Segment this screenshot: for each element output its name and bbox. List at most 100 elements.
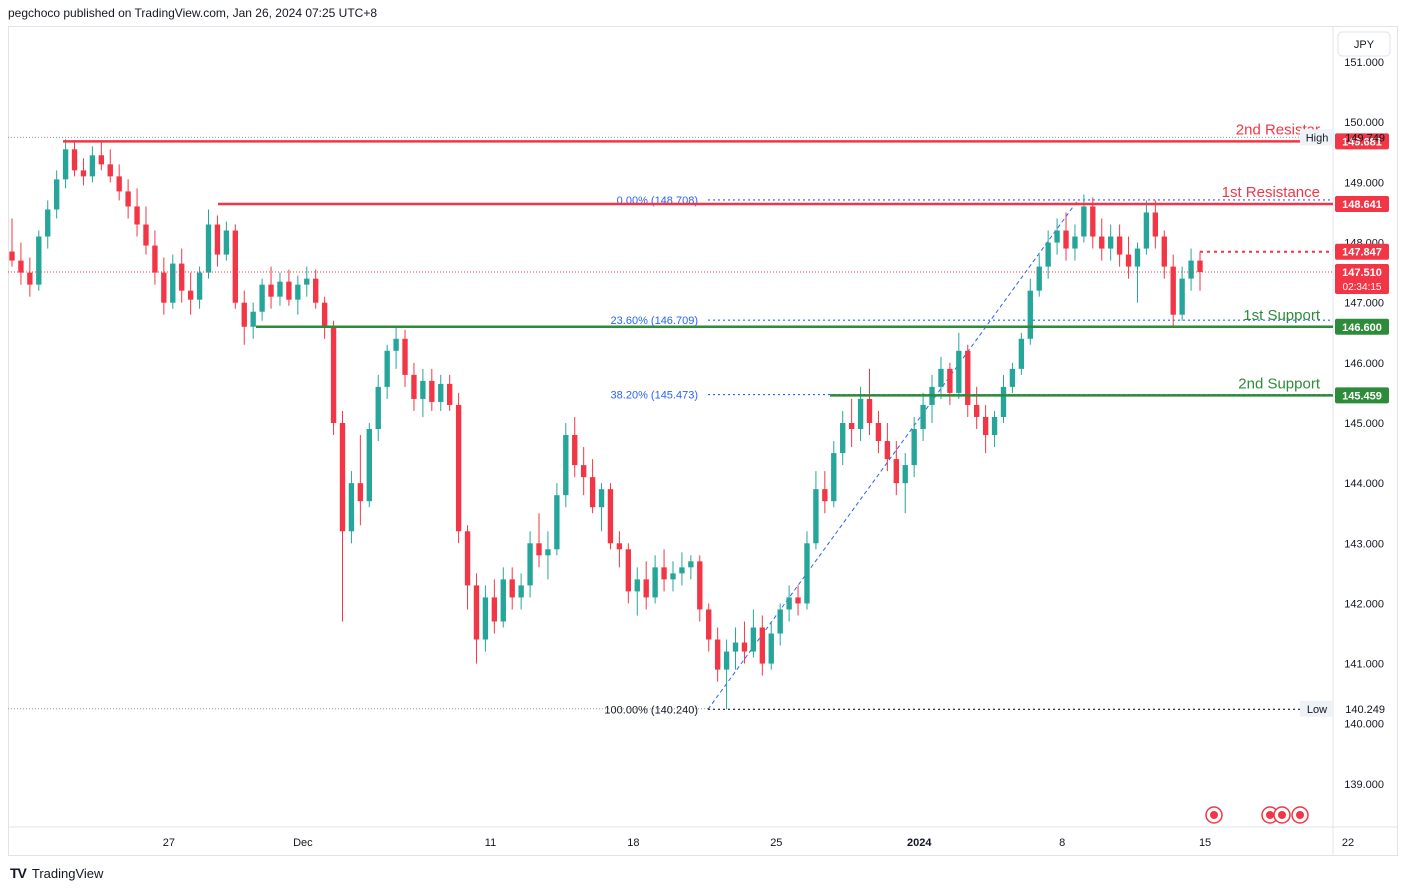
- candle-body[interactable]: [1018, 338, 1025, 369]
- candle-body[interactable]: [420, 380, 426, 399]
- candle-body[interactable]: [688, 561, 694, 568]
- candle-body[interactable]: [1134, 248, 1141, 267]
- candle-body[interactable]: [822, 489, 828, 502]
- candle-body[interactable]: [313, 278, 319, 303]
- candle-body[interactable]: [991, 416, 998, 436]
- candle-body[interactable]: [759, 627, 765, 664]
- tradingview-logo[interactable]: TV TradingView: [10, 864, 103, 882]
- candle-body[interactable]: [866, 398, 873, 423]
- candle-body[interactable]: [384, 350, 390, 387]
- candle-body[interactable]: [277, 281, 283, 297]
- candle-body[interactable]: [1036, 266, 1042, 291]
- candle-body[interactable]: [18, 260, 24, 273]
- candle-body[interactable]: [45, 209, 51, 237]
- candle-body[interactable]: [107, 164, 113, 177]
- candle-body[interactable]: [161, 272, 167, 303]
- candle-body[interactable]: [36, 236, 42, 285]
- candle-body[interactable]: [321, 302, 328, 327]
- candle-body[interactable]: [848, 422, 855, 430]
- candle-body[interactable]: [53, 179, 60, 210]
- candle-body[interactable]: [357, 483, 364, 502]
- candle-body[interactable]: [223, 230, 230, 255]
- candle-body[interactable]: [670, 573, 676, 580]
- candle-body[interactable]: [598, 489, 605, 508]
- candle-body[interactable]: [464, 531, 471, 586]
- candle-body[interactable]: [1045, 242, 1051, 267]
- candle-body[interactable]: [9, 251, 15, 261]
- candle-body[interactable]: [804, 543, 810, 604]
- candle-body[interactable]: [732, 642, 739, 652]
- candle-body[interactable]: [679, 567, 685, 574]
- candle-body[interactable]: [634, 579, 640, 592]
- candle-body[interactable]: [89, 155, 96, 177]
- candle-body[interactable]: [643, 579, 649, 598]
- candle-body[interactable]: [580, 465, 587, 478]
- candle-body[interactable]: [527, 543, 533, 586]
- candle-body[interactable]: [348, 483, 355, 532]
- candle-body[interactable]: [1090, 206, 1096, 237]
- candle-body[interactable]: [500, 579, 506, 622]
- candle-body[interactable]: [768, 633, 774, 664]
- candle-body[interactable]: [170, 263, 176, 303]
- candle-body[interactable]: [286, 281, 292, 300]
- candle-body[interactable]: [661, 567, 667, 580]
- candle-body[interactable]: [196, 272, 203, 300]
- candle-body[interactable]: [750, 627, 757, 652]
- candle-body[interactable]: [241, 302, 247, 327]
- candle-body[interactable]: [482, 597, 489, 640]
- candle-body[interactable]: [1081, 206, 1087, 237]
- candle-body[interactable]: [71, 149, 78, 171]
- candle-body[interactable]: [563, 435, 569, 496]
- candle-body[interactable]: [411, 374, 417, 399]
- candle-body[interactable]: [974, 404, 980, 417]
- candle-body[interactable]: [723, 651, 730, 670]
- candle-body[interactable]: [1161, 236, 1167, 267]
- candle-body[interactable]: [1152, 212, 1159, 237]
- candle-body[interactable]: [956, 350, 962, 393]
- candle-body[interactable]: [706, 609, 712, 640]
- candle-body[interactable]: [884, 441, 891, 460]
- candle-body[interactable]: [295, 284, 301, 300]
- candle-body[interactable]: [545, 549, 551, 556]
- candle-body[interactable]: [1000, 386, 1007, 417]
- candle-body[interactable]: [554, 495, 560, 550]
- candle-body[interactable]: [330, 326, 337, 423]
- candle-body[interactable]: [179, 263, 185, 291]
- candle-body[interactable]: [143, 224, 149, 246]
- candle-body[interactable]: [920, 404, 926, 430]
- candle-body[interactable]: [1107, 236, 1114, 249]
- candle-body[interactable]: [402, 338, 408, 375]
- candle-body[interactable]: [911, 429, 917, 466]
- candle-body[interactable]: [80, 170, 87, 177]
- candle-body[interactable]: [1072, 236, 1078, 249]
- candle-body[interactable]: [429, 380, 435, 402]
- candle-body[interactable]: [965, 350, 971, 405]
- candle-body[interactable]: [250, 311, 256, 327]
- candle-body[interactable]: [438, 383, 444, 402]
- candle-body[interactable]: [1027, 290, 1033, 339]
- candle-body[interactable]: [840, 422, 846, 454]
- candle-body[interactable]: [1099, 236, 1105, 249]
- candle-body[interactable]: [509, 579, 515, 598]
- candle-body[interactable]: [134, 206, 140, 225]
- candle-body[interactable]: [116, 176, 122, 192]
- candle-body[interactable]: [187, 290, 194, 300]
- candle-body[interactable]: [786, 597, 792, 610]
- candle-body[interactable]: [125, 191, 131, 207]
- candle-body[interactable]: [813, 489, 819, 544]
- candle-body[interactable]: [875, 422, 882, 442]
- candle-body[interactable]: [902, 465, 908, 484]
- candle-body[interactable]: [205, 224, 212, 273]
- currency-button[interactable]: [1337, 31, 1391, 57]
- candle-body[interactable]: [393, 338, 399, 351]
- candle-body[interactable]: [572, 435, 578, 466]
- candle-body[interactable]: [491, 597, 498, 622]
- candle-body[interactable]: [857, 398, 864, 430]
- candle-body[interactable]: [607, 489, 614, 544]
- candle-body[interactable]: [697, 561, 703, 610]
- candle-body[interactable]: [795, 597, 801, 604]
- candle-body[interactable]: [1009, 368, 1016, 387]
- candle-body[interactable]: [616, 543, 623, 550]
- candle-body[interactable]: [947, 368, 953, 393]
- candle-body[interactable]: [1197, 260, 1203, 273]
